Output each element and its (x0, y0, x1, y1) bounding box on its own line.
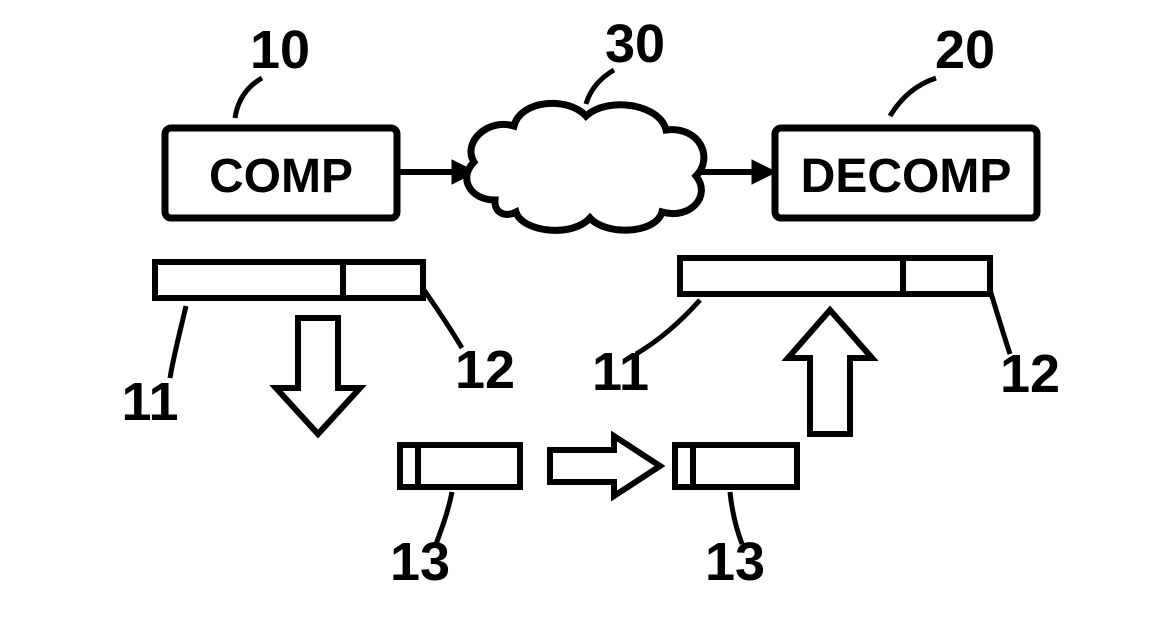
ref-11-right-text: 11 (592, 342, 649, 402)
ref-11-right: 11 (592, 300, 700, 402)
arrow-up (788, 310, 872, 434)
comp-block: COMP (165, 128, 397, 218)
ref-10-text: 10 (250, 20, 310, 80)
ref-12-right-text: 12 (1000, 344, 1060, 404)
ref-11-left-text: 11 (121, 372, 178, 432)
ref-11-left: 11 (121, 306, 186, 432)
arrow-cloud-to-decomp (700, 160, 776, 184)
ref-13-right-text: 13 (705, 532, 765, 592)
ref-20-text: 20 (935, 20, 995, 80)
ref-20: 20 (890, 20, 995, 116)
compression-flow-diagram: COMP 10 30 DECOMP 20 11 (0, 0, 1168, 628)
ref-30-text: 30 (605, 14, 665, 74)
arrow-middle (550, 436, 660, 496)
ref-12-left: 12 (424, 290, 515, 400)
right-bar (680, 258, 990, 294)
left-bar (155, 262, 423, 298)
ref-13-left: 13 (390, 492, 452, 592)
comp-label: COMP (209, 150, 353, 203)
decomp-block: DECOMP (775, 128, 1037, 218)
right-packet (675, 445, 797, 487)
ref-13-right: 13 (705, 492, 765, 592)
decomp-label: DECOMP (801, 150, 1012, 203)
ref-30: 30 (586, 14, 665, 104)
left-packet (400, 445, 520, 487)
ref-13-left-text: 13 (390, 532, 450, 592)
ref-12-right: 12 (990, 290, 1060, 404)
ref-12-left-text: 12 (455, 340, 515, 400)
cloud-block (467, 103, 704, 230)
arrow-down (276, 318, 360, 434)
ref-10: 10 (235, 20, 310, 118)
